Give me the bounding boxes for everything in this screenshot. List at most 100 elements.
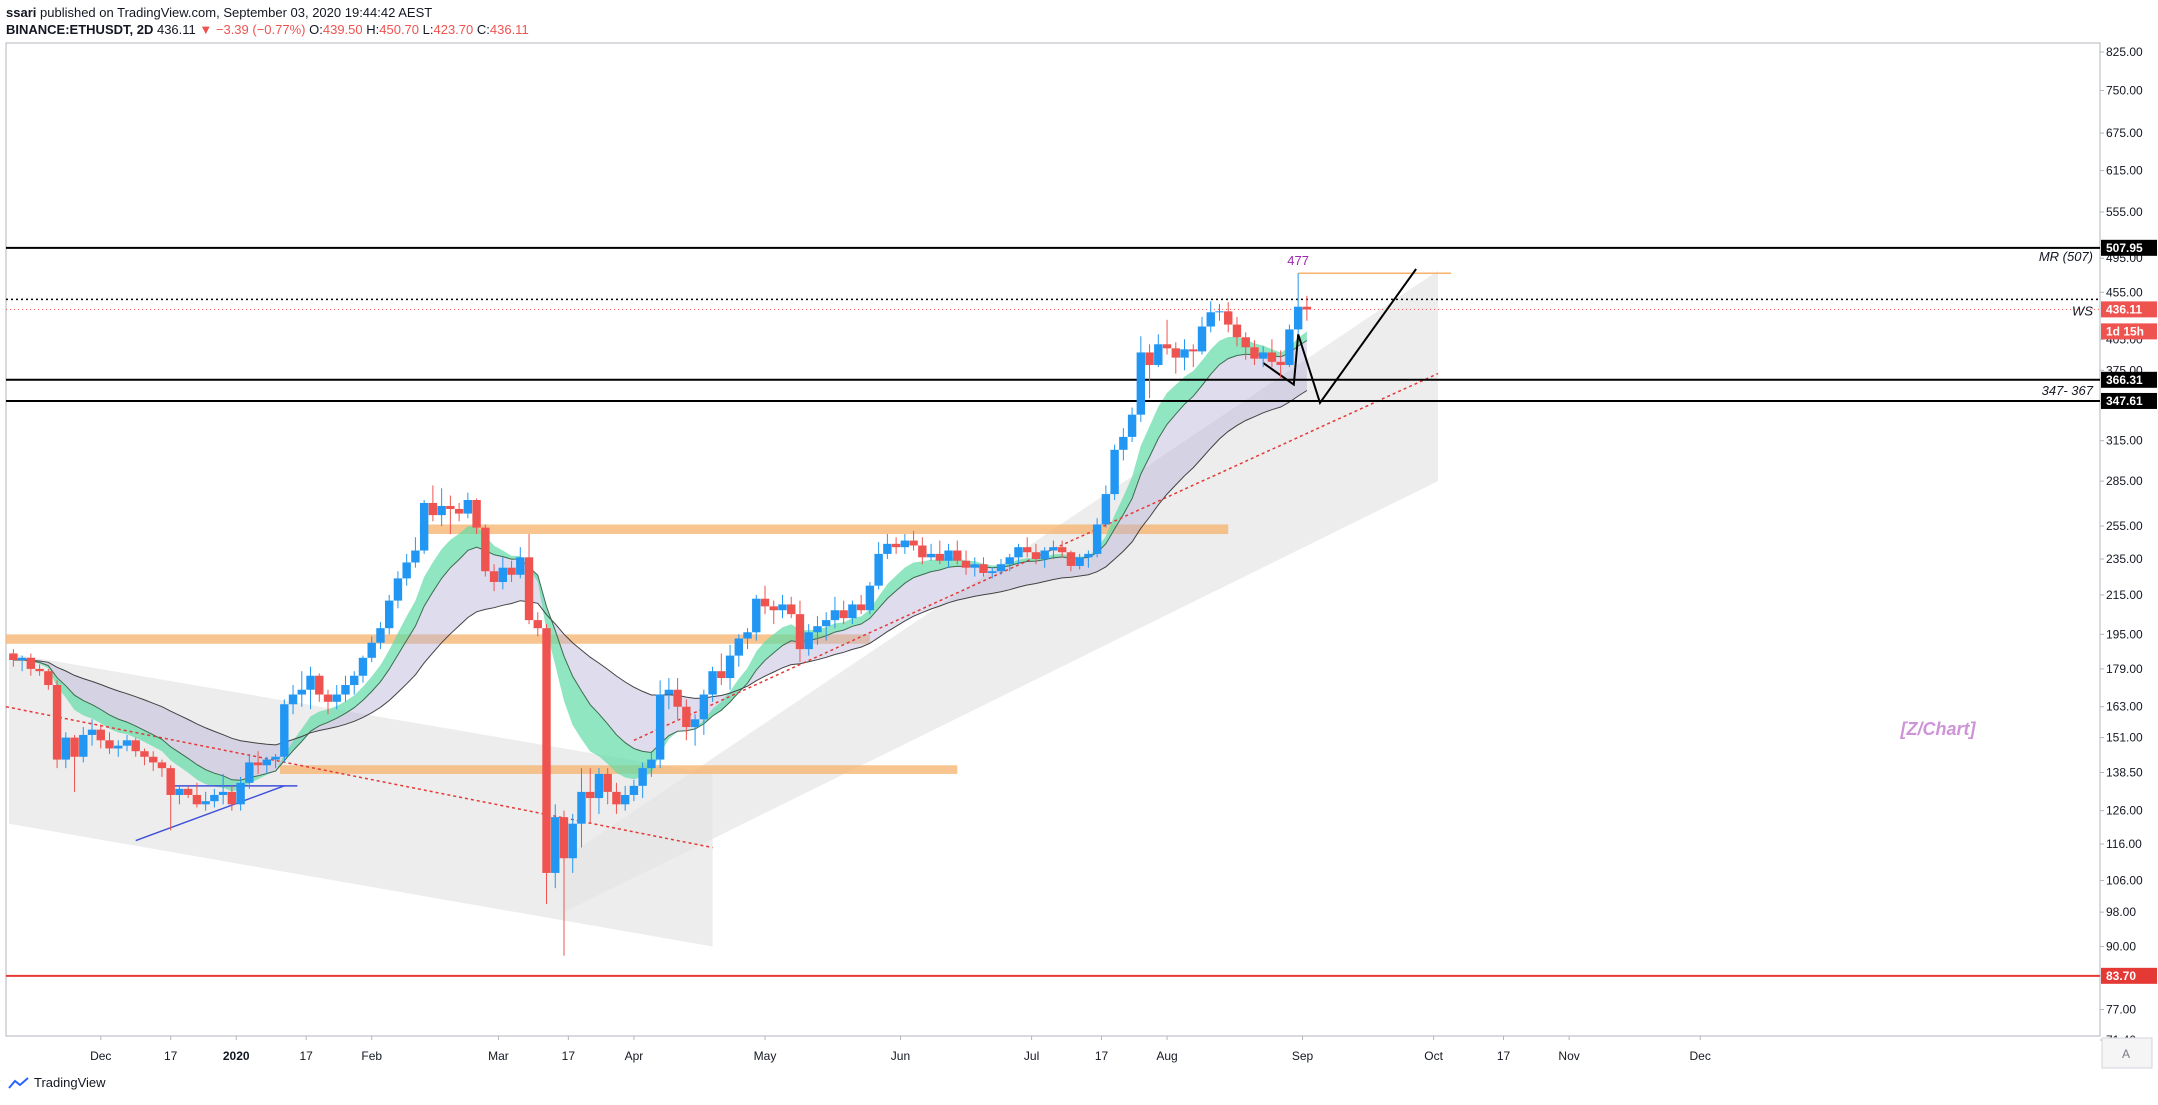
candle-body[interactable]: [559, 817, 569, 859]
candle[interactable]: [201, 791, 210, 811]
price-tag-support[interactable]: 83.70: [2101, 967, 2157, 984]
candle[interactable]: [620, 785, 630, 811]
candle[interactable]: [647, 751, 656, 777]
candle[interactable]: [411, 537, 420, 568]
candle-body[interactable]: [603, 773, 612, 792]
candle-body[interactable]: [533, 620, 542, 629]
candle-body[interactable]: [280, 704, 289, 757]
candle-body[interactable]: [1075, 557, 1084, 566]
candle[interactable]: [288, 685, 298, 715]
candle[interactable]: [690, 714, 700, 746]
price-tag-top[interactable]: 507.95: [2101, 239, 2157, 256]
candle-body[interactable]: [1136, 352, 1146, 415]
candle[interactable]: [140, 748, 149, 766]
candle-body[interactable]: [988, 571, 997, 574]
candle-body[interactable]: [1092, 524, 1102, 554]
candle[interactable]: [795, 600, 805, 663]
candle-body[interactable]: [699, 694, 709, 720]
candle-body[interactable]: [149, 756, 158, 763]
candle-body[interactable]: [332, 694, 341, 702]
candle[interactable]: [769, 600, 778, 625]
candle-body[interactable]: [813, 626, 822, 633]
candle[interactable]: [848, 600, 857, 625]
candle[interactable]: [612, 782, 621, 814]
candle[interactable]: [17, 655, 27, 672]
candle-body[interactable]: [419, 502, 429, 551]
candle[interactable]: [253, 751, 263, 774]
candle-body[interactable]: [647, 759, 656, 769]
candle[interactable]: [131, 737, 140, 757]
candle[interactable]: [61, 732, 71, 769]
candle[interactable]: [122, 734, 132, 752]
candle-body[interactable]: [1293, 306, 1303, 330]
candle-body[interactable]: [1285, 329, 1294, 365]
auto-scale-icon[interactable]: A: [2122, 1047, 2130, 1061]
candle-body[interactable]: [437, 505, 446, 516]
candle[interactable]: [1092, 518, 1102, 558]
candle-body[interactable]: [821, 620, 831, 627]
candle-body[interactable]: [725, 655, 735, 679]
candle[interactable]: [87, 719, 97, 746]
candle[interactable]: [1084, 550, 1093, 568]
candle[interactable]: [1171, 342, 1180, 374]
candle-body[interactable]: [1197, 326, 1207, 352]
candle-body[interactable]: [157, 762, 167, 769]
candle[interactable]: [463, 492, 473, 519]
candle-body[interactable]: [1189, 349, 1198, 352]
candle-body[interactable]: [166, 768, 175, 795]
candle[interactable]: [1232, 316, 1242, 347]
candle-body[interactable]: [183, 788, 193, 795]
candle-body[interactable]: [52, 685, 62, 760]
candle[interactable]: [542, 624, 551, 904]
candle[interactable]: [236, 776, 245, 811]
candle-body[interactable]: [1101, 494, 1111, 525]
candle-body[interactable]: [341, 685, 350, 695]
candle-body[interactable]: [568, 823, 577, 859]
candle[interactable]: [1206, 301, 1215, 333]
candle[interactable]: [725, 644, 735, 690]
candle[interactable]: [280, 699, 289, 763]
candle-body[interactable]: [323, 694, 333, 702]
candle-body[interactable]: [979, 564, 988, 574]
candle-body[interactable]: [507, 567, 516, 575]
candle[interactable]: [909, 530, 918, 551]
candle-body[interactable]: [953, 550, 962, 561]
candle-body[interactable]: [1224, 311, 1233, 325]
candle[interactable]: [979, 557, 988, 577]
candle-body[interactable]: [620, 794, 630, 805]
candle[interactable]: [428, 485, 438, 522]
candle[interactable]: [821, 612, 831, 641]
candle-body[interactable]: [935, 553, 945, 561]
candle[interactable]: [559, 810, 569, 956]
candle-body[interactable]: [542, 628, 551, 873]
candle[interactable]: [358, 655, 368, 683]
candle-body[interactable]: [428, 502, 438, 516]
candle[interactable]: [52, 680, 62, 769]
candle[interactable]: [752, 594, 761, 641]
candle-body[interactable]: [909, 540, 918, 546]
candle-body[interactable]: [210, 794, 219, 802]
candle[interactable]: [166, 765, 175, 831]
candle-body[interactable]: [393, 578, 403, 601]
candle[interactable]: [350, 671, 359, 695]
candle-body[interactable]: [411, 550, 420, 563]
candle[interactable]: [865, 581, 875, 615]
candle-body[interactable]: [664, 689, 674, 695]
candle[interactable]: [1189, 344, 1198, 368]
candle[interactable]: [551, 804, 560, 889]
candle-body[interactable]: [175, 788, 184, 795]
candle-body[interactable]: [1145, 352, 1154, 365]
candle-body[interactable]: [481, 527, 490, 572]
candle[interactable]: [1057, 540, 1067, 558]
candle[interactable]: [1302, 295, 1312, 321]
candle[interactable]: [717, 653, 726, 686]
candle-body[interactable]: [114, 745, 123, 749]
candle[interactable]: [839, 600, 848, 625]
candle-body[interactable]: [839, 610, 848, 619]
candle-body[interactable]: [830, 610, 840, 621]
candle-body[interactable]: [367, 642, 376, 658]
candle[interactable]: [935, 540, 945, 565]
candle-body[interactable]: [1241, 337, 1250, 348]
candle[interactable]: [778, 594, 787, 619]
